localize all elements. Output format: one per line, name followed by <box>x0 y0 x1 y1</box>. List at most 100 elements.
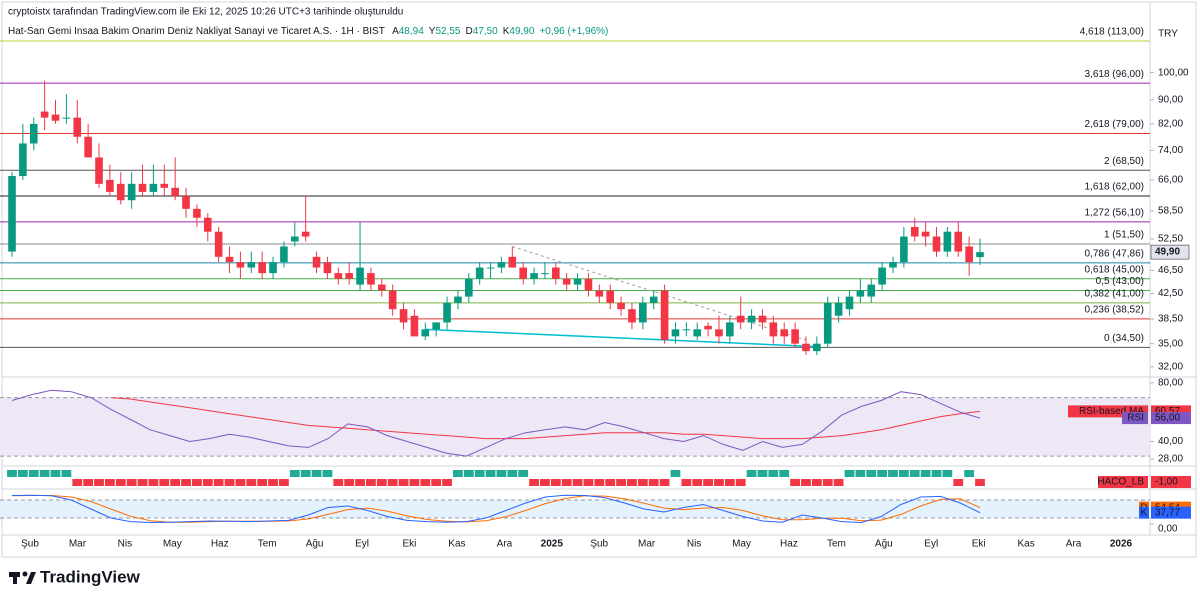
signal-box <box>202 479 213 486</box>
logo-shape <box>26 572 36 584</box>
last-price-label: 49,90 <box>1155 247 1180 258</box>
candle-body <box>921 231 930 237</box>
change: +0,96 (+1,96%) <box>539 26 608 37</box>
x-tick-label: Eki <box>972 539 986 550</box>
signal-box <box>409 479 420 486</box>
candle-body <box>116 183 125 201</box>
fib-label: 0,5 (43,00) <box>1096 276 1144 287</box>
candle-body <box>377 284 386 291</box>
candle-body <box>269 262 277 274</box>
x-tick-label: Eyl <box>355 539 369 550</box>
candle-body <box>399 309 408 323</box>
x-tick-label: Haz <box>211 539 229 550</box>
signal-box <box>779 470 790 477</box>
ohlc-label: A <box>392 26 399 37</box>
fib-label: 0,236 (38,52) <box>1085 305 1145 316</box>
indicator-line <box>11 389 981 457</box>
candle-body <box>290 236 299 242</box>
x-tick-label: Haz <box>780 539 798 550</box>
signal-box <box>529 479 539 486</box>
candle-body <box>40 111 49 118</box>
ohlc-value: 52,55 <box>435 26 460 37</box>
candle-body <box>823 302 832 344</box>
candle-body <box>345 273 353 279</box>
chart-frame <box>1 1 1197 558</box>
signal-box <box>583 479 594 486</box>
candle-body <box>182 196 190 209</box>
candle-body <box>834 302 843 316</box>
signal-box <box>833 479 844 486</box>
signal-box <box>94 479 104 486</box>
fib-label: 0 (34,50) <box>1104 333 1144 344</box>
signal-box <box>659 479 670 486</box>
signal-box <box>724 479 735 486</box>
band-fill <box>0 500 1150 518</box>
candle-body <box>628 309 636 323</box>
logo-shape <box>13 572 17 584</box>
x-tick-label: Kas <box>1018 539 1035 550</box>
x-tick-label: May <box>163 539 182 550</box>
ohlc-label: Y <box>429 26 436 37</box>
signal-box <box>518 470 529 477</box>
signal-box <box>170 479 181 486</box>
symbol: Hat-San Gemi Insaa Bakim Onarim Deniz Na… <box>8 26 385 37</box>
candle-body <box>160 183 169 188</box>
candle-body <box>454 296 462 303</box>
x-tick-label: Ara <box>497 539 513 550</box>
candle-body <box>356 267 364 285</box>
brand: TradingView <box>40 567 141 586</box>
candle-body <box>726 322 734 337</box>
candle-body <box>758 315 767 323</box>
candle-body <box>465 278 473 297</box>
signal-box <box>877 470 888 477</box>
signal-box <box>442 479 452 486</box>
candle-body <box>73 117 82 137</box>
indicator-line <box>110 397 981 440</box>
candle-body <box>171 187 179 197</box>
x-tick-label: Ara <box>1066 539 1082 550</box>
fib-label: 4,618 (113,00) <box>1080 27 1144 38</box>
series-value: 60,57 <box>1155 406 1180 417</box>
candle-body <box>769 322 778 337</box>
ohlc-value: 48,94 <box>399 26 424 37</box>
x-tick-label: Eyl <box>924 539 938 550</box>
currency: TRY <box>1158 29 1178 40</box>
y-tick-label: 52,50 <box>1158 234 1183 245</box>
signal-box <box>648 479 659 486</box>
x-tick-label: Nis <box>687 539 701 550</box>
candle-body <box>193 208 201 218</box>
signal-box <box>420 479 431 486</box>
signal-box <box>246 479 257 486</box>
x-tick-label: May <box>732 539 751 550</box>
candle-body <box>388 290 397 310</box>
signal-box <box>550 479 561 486</box>
candle-body <box>225 256 234 263</box>
logo-shape <box>22 571 28 577</box>
series-value: 56,00 <box>1155 413 1180 424</box>
series-name: RSI-based MA <box>1079 406 1144 417</box>
candle-body <box>845 296 854 310</box>
candle-body <box>236 262 245 268</box>
candle-body <box>301 231 310 237</box>
signal-box <box>7 470 17 477</box>
candle-body <box>312 256 321 268</box>
band-fill <box>0 397 1150 457</box>
y-tick-label: 100,00 <box>1158 67 1189 78</box>
candle-body <box>682 329 691 331</box>
series-name: RSI <box>1127 413 1144 424</box>
x-tick-label: Kas <box>448 539 465 550</box>
signal-box <box>333 479 344 486</box>
signal-box <box>931 470 942 477</box>
candle-body <box>95 157 103 184</box>
signal-box <box>398 479 409 486</box>
candle-body <box>280 246 288 263</box>
candle-body <box>736 315 745 323</box>
y-tick-label: 0,00 <box>1158 524 1178 535</box>
signal-box <box>61 470 72 477</box>
fib-label: 1,272 (56,10) <box>1085 207 1145 218</box>
signal-box <box>126 479 137 486</box>
candle-body <box>910 226 919 237</box>
ohlc-value: 49,90 <box>509 26 534 37</box>
signal-box <box>681 479 692 486</box>
